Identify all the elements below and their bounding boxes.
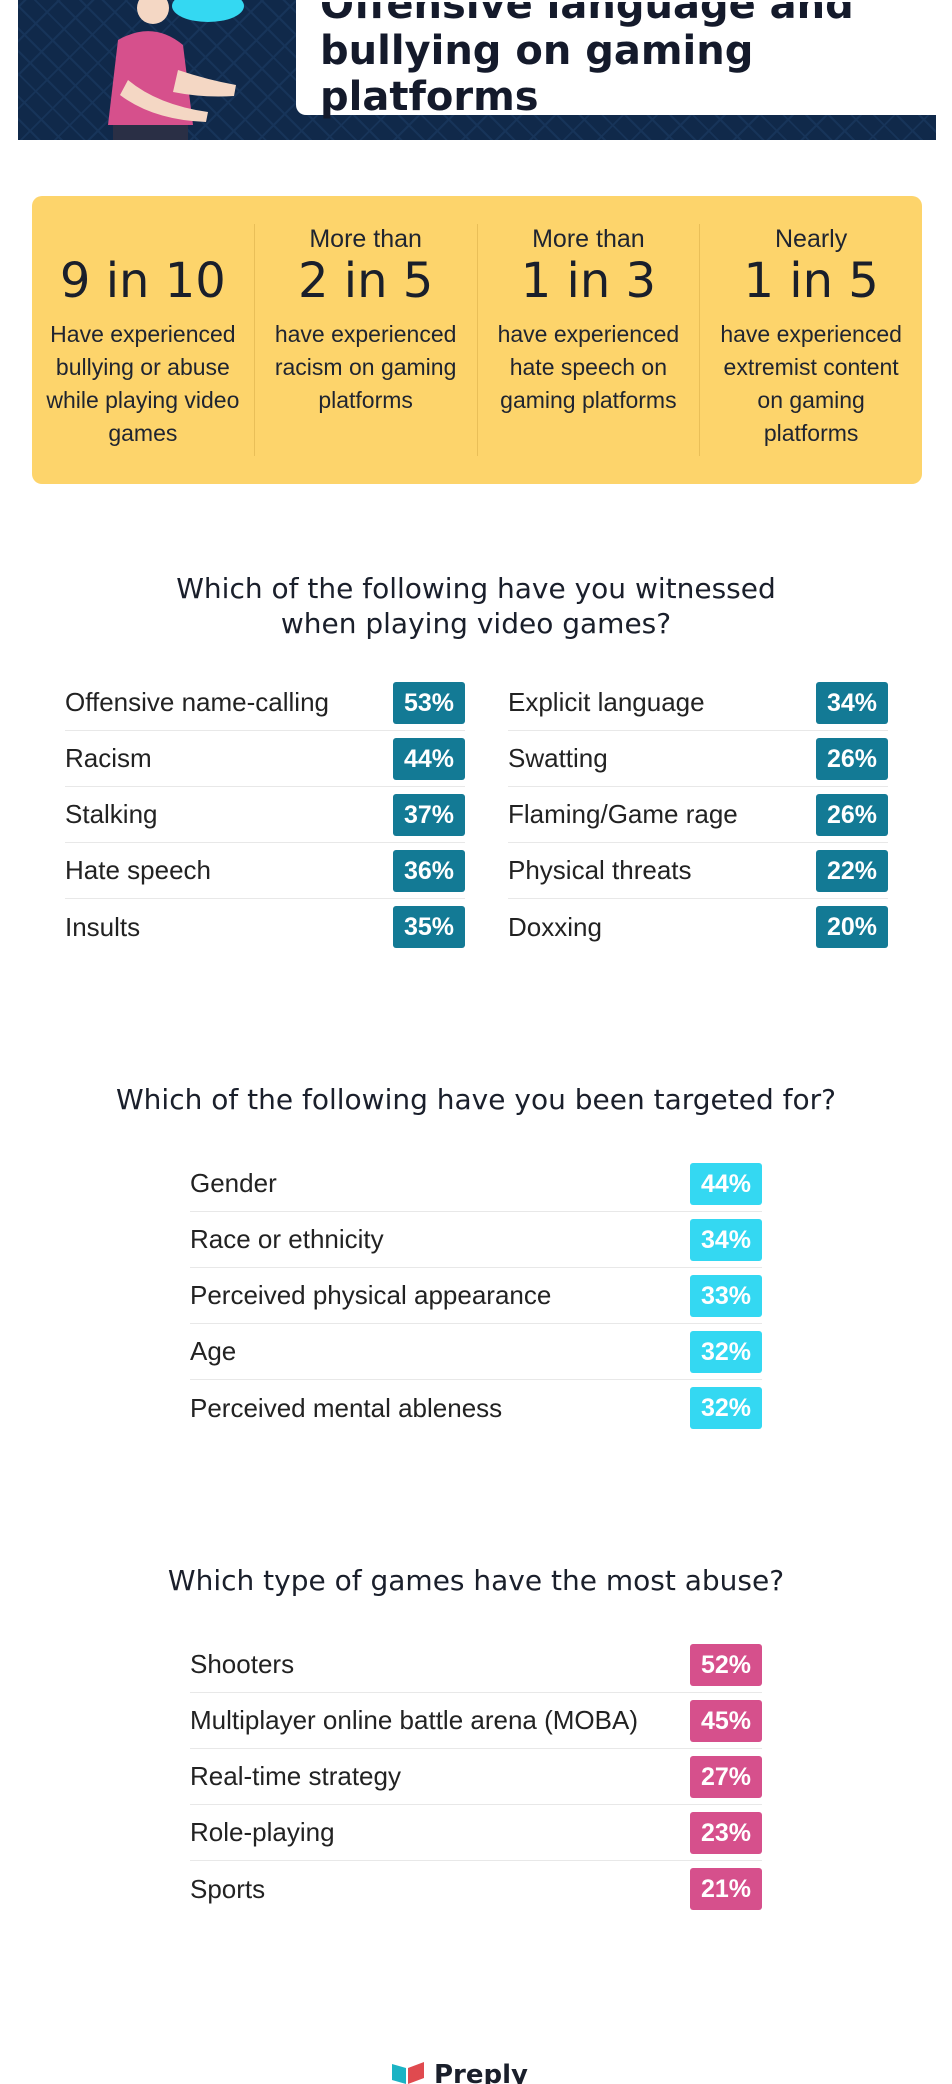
- list-item: Age 32%: [190, 1324, 762, 1380]
- footer-brand: Preply: [434, 2060, 528, 2084]
- list-item: Hate speech 36%: [65, 843, 465, 899]
- percent-badge: 45%: [690, 1699, 762, 1742]
- percent-badge: 20%: [816, 906, 888, 948]
- stats-panel: 9 in 10 Have experienced bullying or abu…: [32, 196, 922, 484]
- item-label: Race or ethnicity: [190, 1224, 384, 1254]
- list-item: Perceived physical appearance 33%: [190, 1268, 762, 1324]
- list-item: Stalking 37%: [65, 787, 465, 843]
- percent-badge: 33%: [690, 1274, 762, 1317]
- item-label: Gender: [190, 1168, 277, 1198]
- list-item: Racism 44%: [65, 731, 465, 787]
- percent-badge: 34%: [816, 681, 888, 724]
- item-label: Offensive name-calling: [65, 687, 329, 717]
- percent-badge: 32%: [690, 1387, 762, 1429]
- stat-card: More than 1 in 3 have experienced hate s…: [478, 224, 701, 456]
- percent-badge: 34%: [690, 1218, 762, 1261]
- percent-badge: 32%: [690, 1330, 762, 1373]
- witnessed-heading: Which of the following have you witnesse…: [0, 571, 952, 641]
- list-item: Physical threats 22%: [508, 843, 888, 899]
- stat-prefix: More than: [532, 225, 645, 253]
- list-item: Flaming/Game rage 26%: [508, 787, 888, 843]
- list-item: Real-time strategy 27%: [190, 1749, 762, 1805]
- gamer-illustration: [108, 0, 244, 140]
- item-label: Physical threats: [508, 855, 692, 885]
- page-title: Offensive language and bullying on gamin…: [320, 2, 924, 120]
- percent-badge: 21%: [690, 1868, 762, 1910]
- stat-description: have experienced extremist content on ga…: [720, 321, 902, 446]
- stat-value: 1 in 5: [743, 253, 879, 309]
- title-card: Offensive language and bullying on gamin…: [296, 0, 936, 120]
- list-item: Role-playing 23%: [190, 1805, 762, 1861]
- stat-value: 2 in 5: [297, 253, 434, 309]
- item-label: Sports: [190, 1873, 266, 1904]
- item-label: Flaming/Game rage: [508, 799, 738, 829]
- item-label: Multiplayer online battle arena (MOBA): [190, 1705, 638, 1735]
- stat-value: 9 in 10: [59, 253, 226, 309]
- stat-card: More than 2 in 5 have experienced racism…: [255, 224, 478, 456]
- games-heading: Which type of games have the most abuse?: [167, 1564, 785, 1597]
- percent-badge: 44%: [690, 1162, 762, 1205]
- list-item: Shooters 52%: [190, 1637, 762, 1693]
- item-label: Explicit language: [508, 687, 705, 717]
- stat-description: Have experienced bullying or abuse while…: [46, 321, 240, 446]
- stat-prefix: More than: [309, 225, 422, 253]
- list-item: Explicit language 34%: [508, 675, 888, 731]
- list-item: Perceived mental ableness 32%: [190, 1380, 762, 1436]
- percent-badge: 36%: [393, 849, 465, 892]
- percent-badge: 26%: [816, 737, 888, 780]
- item-label: Perceived physical appearance: [190, 1280, 552, 1310]
- stat-prefix: Nearly: [775, 225, 848, 253]
- percent-badge: 26%: [816, 793, 888, 836]
- list-item: Offensive name-calling 53%: [65, 675, 465, 731]
- item-label: Hate speech: [65, 855, 211, 885]
- stat-prefix: [40, 224, 246, 254]
- item-label: Doxxing: [508, 911, 602, 942]
- title-line-2: bullying on gaming platforms: [320, 28, 754, 120]
- witnessed-heading-line-2: when playing video games?: [280, 607, 672, 640]
- item-label: Role-playing: [190, 1817, 335, 1847]
- item-label: Real-time strategy: [190, 1761, 401, 1791]
- percent-badge: 23%: [690, 1811, 762, 1854]
- percent-badge: 37%: [393, 793, 465, 836]
- preply-logo-icon: [392, 2062, 424, 2084]
- percent-badge: 22%: [816, 849, 888, 892]
- list-item: Sports 21%: [190, 1861, 762, 1917]
- item-label: Stalking: [65, 799, 158, 829]
- witnessed-list-right: Explicit language 34% Swatting 26% Flaming…: [508, 675, 888, 955]
- stat-value: 1 in 3: [520, 253, 657, 309]
- title-line-1: Offensive language and: [320, 2, 854, 28]
- witnessed-list-left: Offensive name-calling 53% Racism 44% Stal…: [65, 675, 465, 955]
- list-item: Swatting 26%: [508, 731, 888, 787]
- witnessed-heading-line-1: Which of the following have you witnesse…: [176, 572, 776, 605]
- stat-card: 9 in 10 Have experienced bullying or abu…: [32, 224, 255, 456]
- item-label: Age: [190, 1336, 237, 1366]
- item-label: Shooters: [190, 1649, 295, 1679]
- item-label: Swatting: [508, 743, 608, 773]
- percent-badge: 53%: [393, 681, 465, 724]
- percent-badge: 27%: [690, 1755, 762, 1798]
- list-item: Gender 44%: [190, 1156, 762, 1212]
- percent-badge: 52%: [690, 1643, 762, 1686]
- percent-badge: 44%: [393, 737, 465, 780]
- stat-description: have experienced racism on gaming platfo…: [274, 321, 457, 413]
- stat-card: Nearly 1 in 5 have experienced extremist…: [700, 224, 922, 456]
- item-label: Perceived mental ableness: [190, 1392, 503, 1423]
- targeted-heading: Which of the following have you been tar…: [116, 1083, 836, 1116]
- games-list: Shooters 52% Multiplayer online battle ar…: [190, 1637, 762, 1917]
- footer-logo: Preply: [392, 2050, 528, 2084]
- targeted-list: Gender 44% Race or ethnicity 34% Perceived…: [190, 1156, 762, 1436]
- list-item: Insults 35%: [65, 899, 465, 955]
- item-label: Racism: [65, 743, 152, 773]
- percent-badge: 35%: [393, 906, 465, 948]
- item-label: Insults: [65, 911, 141, 942]
- list-item: Race or ethnicity 34%: [190, 1212, 762, 1268]
- list-item: Multiplayer online battle arena (MOBA) 45…: [190, 1693, 762, 1749]
- stat-description: have experienced hate speech on gaming p…: [497, 321, 680, 413]
- header-banner: Offensive language and bullying on gamin…: [18, 0, 936, 140]
- list-item: Doxxing 20%: [508, 899, 888, 955]
